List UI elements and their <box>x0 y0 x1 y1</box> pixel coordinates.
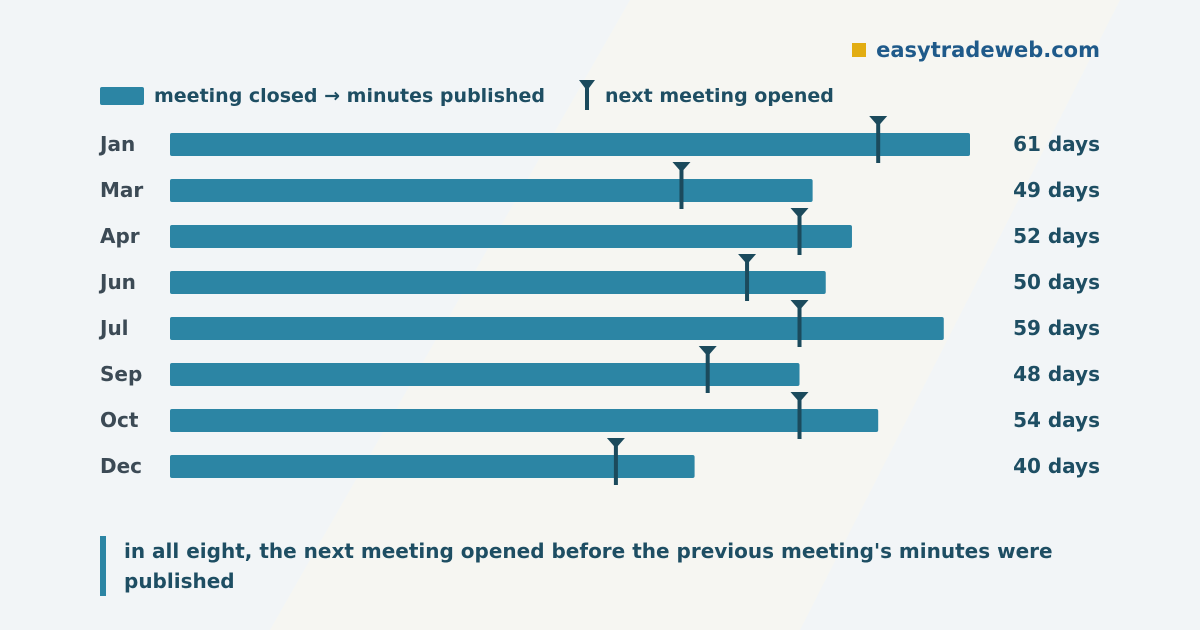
brand: easytradeweb.com <box>852 38 1100 62</box>
legend: meeting closed → minutes published next … <box>100 80 834 112</box>
value-label-oct: 54 days <box>1013 408 1100 432</box>
category-label-dec: Dec <box>100 454 143 478</box>
value-label-apr: 52 days <box>1013 224 1100 248</box>
value-label-jun: 50 days <box>1013 270 1100 294</box>
marker-sep <box>698 346 717 393</box>
value-label-dec: 40 days <box>1013 454 1100 478</box>
bar-jun <box>170 271 826 294</box>
note: in all eight, the next meeting opened be… <box>100 536 1104 596</box>
bar-oct <box>170 409 879 432</box>
marker-jul <box>790 300 809 347</box>
legend-bar-label: meeting closed → minutes published <box>154 85 546 107</box>
legend-marker-label: next meeting opened <box>605 85 834 107</box>
value-label-sep: 48 days <box>1013 362 1100 386</box>
category-label-sep: Sep <box>100 362 143 386</box>
bar-mar <box>170 179 813 202</box>
category-label-jul: Jul <box>100 316 129 340</box>
category-label-apr: Apr <box>100 224 140 248</box>
legend-bar-swatch <box>100 87 144 105</box>
marker-dec <box>606 438 625 485</box>
marker-oct <box>790 392 809 439</box>
bar-jan <box>170 133 970 156</box>
brand-square-icon <box>852 43 867 57</box>
marker-jun <box>738 254 757 301</box>
marker-apr <box>790 208 809 255</box>
bar-sep <box>170 363 800 386</box>
bar-dec <box>170 455 695 478</box>
category-label-mar: Mar <box>100 178 144 202</box>
bar-jul <box>170 317 944 340</box>
category-label-oct: Oct <box>100 408 139 432</box>
bar-apr <box>170 225 852 248</box>
marker-mar <box>672 162 691 209</box>
value-label-jan: 61 days <box>1013 132 1100 156</box>
category-label-jun: Jun <box>100 270 136 294</box>
value-label-jul: 59 days <box>1013 316 1100 340</box>
legend-marker-icon <box>579 80 596 110</box>
category-label-jan: Jan <box>100 132 136 156</box>
brand-name: easytradeweb.com <box>876 38 1100 62</box>
marker-jan <box>869 116 888 163</box>
value-label-mar: 49 days <box>1013 178 1100 202</box>
